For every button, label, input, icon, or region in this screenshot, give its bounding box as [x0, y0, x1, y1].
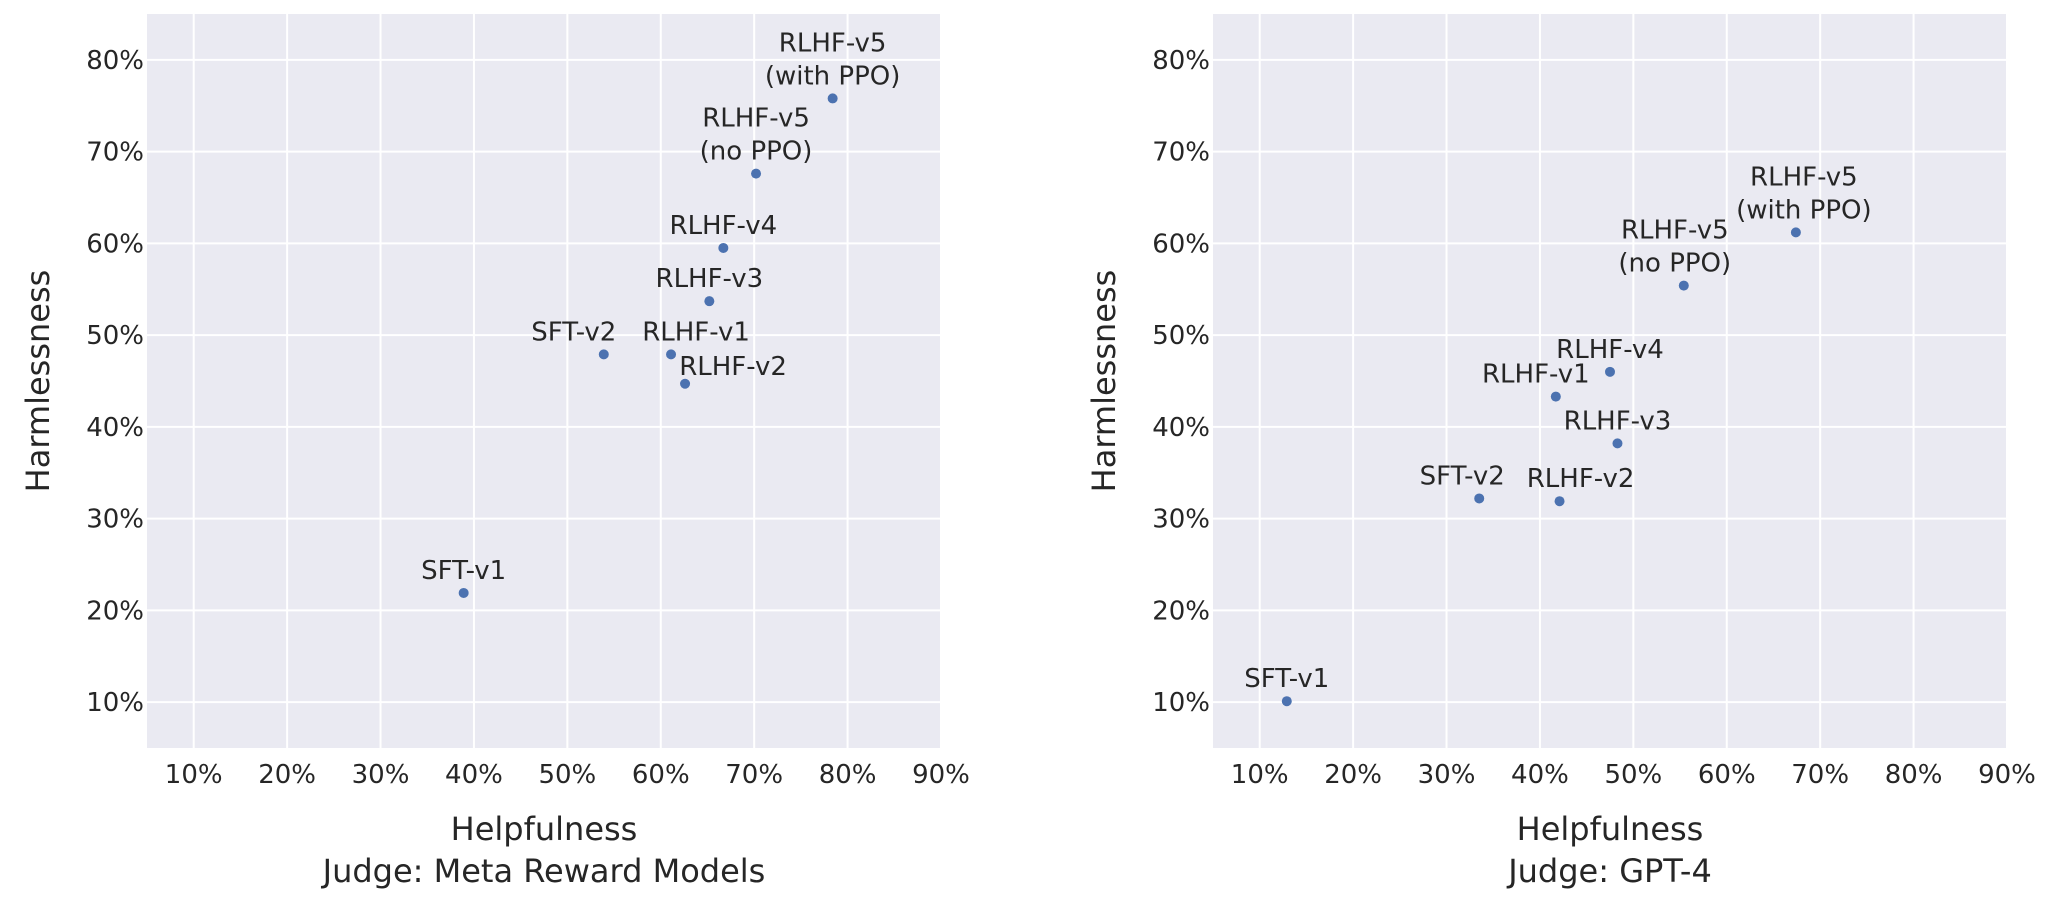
point-label: SFT-v1 — [421, 556, 506, 586]
y-tick-label: 10% — [86, 688, 144, 718]
x-axis-title: Helpfulness — [1517, 810, 1704, 848]
point-label: RLHF-v5 (no PPO) — [1618, 216, 1731, 279]
plot-area — [147, 14, 941, 748]
scatter-point — [751, 168, 762, 179]
x-tick-label: 30% — [1418, 760, 1476, 790]
y-tick-label: 40% — [86, 413, 144, 443]
y-tick-label: 50% — [1152, 321, 1210, 351]
scatter-point — [680, 378, 691, 389]
plot-area — [1213, 14, 2007, 748]
scatter-point — [1605, 366, 1615, 377]
x-tick-label: 10% — [1231, 760, 1289, 790]
y-tick-label: 40% — [1152, 413, 1210, 443]
point-label: RLHF-v5 (with PPO) — [765, 28, 901, 91]
point-label: RLHF-v4 — [1556, 335, 1664, 365]
point-label: RLHF-v3 — [656, 264, 764, 294]
scatter-point — [1678, 280, 1689, 291]
x-tick-label: 50% — [1604, 760, 1662, 790]
scatter-point — [1550, 391, 1561, 402]
point-label: RLHF-v5 (no PPO) — [700, 104, 813, 167]
chart-panel-meta-reward-models: 10% 20% 30% 40% 50% 60% 70% 80% 90% 10% 20% 30% 40% 5… — [19, 14, 970, 890]
x-tick-label: 80% — [819, 760, 877, 790]
y-tick-label: 20% — [1152, 596, 1210, 626]
point-label: SFT-v1 — [1244, 664, 1329, 694]
point-label: SFT-v2 — [531, 317, 616, 347]
y-axis-title: Harmlessness — [19, 270, 57, 493]
y-tick-label: 10% — [1152, 688, 1210, 718]
point-label: RLHF-v2 — [679, 352, 787, 382]
scatter-point — [704, 296, 715, 307]
x-tick-label: 90% — [1978, 760, 2036, 790]
y-tick-label: 50% — [86, 321, 144, 351]
point-label: RLHF-v2 — [1527, 464, 1635, 494]
y-tick-label: 60% — [1152, 229, 1210, 259]
scatter-point — [1790, 227, 1801, 238]
point-label: SFT-v2 — [1420, 461, 1505, 491]
point-label: RLHF-v5 (with PPO) — [1736, 162, 1872, 225]
scatter-point — [1554, 496, 1565, 507]
x-tick-label: 10% — [165, 760, 223, 790]
chart-subtitle: Judge: Meta Reward Models — [321, 852, 766, 890]
chart-subtitle: Judge: GPT-4 — [1506, 852, 1712, 890]
y-tick-label: 60% — [86, 229, 144, 259]
x-tick-label: 50% — [538, 760, 596, 790]
y-tick-label: 70% — [86, 138, 144, 168]
y-tick-label: 20% — [86, 596, 144, 626]
y-tick-label: 70% — [1152, 138, 1210, 168]
point-label: RLHF-v1 — [642, 317, 750, 347]
y-tick-label: 30% — [1152, 505, 1210, 535]
x-tick-label: 40% — [445, 760, 503, 790]
scatter-point — [458, 587, 469, 598]
x-tick-label: 70% — [1791, 760, 1849, 790]
y-axis-title: Harmlessness — [1085, 270, 1123, 493]
x-tick-label: 30% — [352, 760, 410, 790]
scatter-point — [666, 349, 677, 360]
y-tick-label: 80% — [1152, 46, 1210, 76]
scatter-point — [827, 93, 838, 104]
point-label: RLHF-v3 — [1564, 406, 1672, 436]
scatter-point — [598, 349, 609, 360]
scatter-point — [1612, 438, 1623, 449]
point-label: RLHF-v4 — [670, 211, 778, 241]
scatter-point — [1281, 696, 1292, 707]
scatter-point — [1474, 493, 1485, 504]
point-label: RLHF-v1 — [1482, 360, 1590, 390]
chart-panel-gpt4: 10% 20% 30% 40% 50% 60% 70% 80% 90% 10% 20% 30% 40% 5… — [1085, 14, 2036, 890]
x-axis-title: Helpfulness — [451, 810, 638, 848]
y-tick-label: 80% — [86, 46, 144, 76]
scatter-point — [718, 242, 729, 253]
x-tick-label: 70% — [725, 760, 783, 790]
x-tick-label: 20% — [258, 760, 316, 790]
x-tick-label: 90% — [912, 760, 970, 790]
x-tick-label: 60% — [632, 760, 690, 790]
x-tick-label: 40% — [1511, 760, 1569, 790]
x-tick-label: 60% — [1698, 760, 1756, 790]
y-tick-label: 30% — [86, 505, 144, 535]
x-tick-label: 80% — [1885, 760, 1943, 790]
x-tick-label: 20% — [1324, 760, 1382, 790]
